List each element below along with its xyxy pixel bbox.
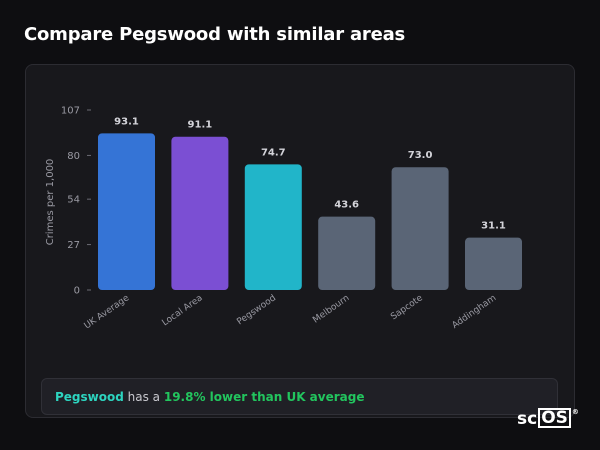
- registered-mark: ®: [571, 408, 579, 416]
- summary-connector: has a: [123, 390, 164, 404]
- page-title: Compare Pegswood with similar areas: [24, 24, 406, 45]
- bar[interactable]: [465, 237, 522, 290]
- value-label: 93.1: [114, 116, 139, 127]
- value-label: 31.1: [481, 221, 506, 232]
- y-tick-label: 80: [67, 151, 80, 162]
- logo-boxed-text: OS: [538, 408, 571, 428]
- bars: [98, 133, 522, 290]
- y-tick-label: 107: [61, 106, 80, 117]
- x-tick-label: UK Average: [83, 293, 132, 331]
- x-tick-label: Pegswood: [235, 293, 278, 327]
- x-tick-label: Sapcote: [389, 293, 425, 322]
- summary-comparison: 19.8% lower than UK average: [163, 390, 365, 404]
- x-tick-label: Local Area: [160, 293, 204, 328]
- x-tick-label: Melbourn: [311, 293, 351, 325]
- y-axis-label: Crimes per 1,000: [45, 159, 56, 246]
- logo-prefix: sc: [517, 409, 538, 429]
- summary-area-name: Pegswood: [55, 390, 124, 404]
- bar[interactable]: [171, 136, 229, 290]
- bar[interactable]: [318, 216, 376, 290]
- value-label: 74.7: [261, 147, 286, 158]
- brand-logo: sc OS ®: [517, 408, 579, 430]
- value-label: 91.1: [188, 120, 213, 131]
- y-tick-label: 54: [67, 195, 80, 206]
- x-tick-label: Addingham: [450, 293, 498, 331]
- comparison-summary: Pegswood has a 19.8% lower than UK avera…: [41, 378, 558, 415]
- bar[interactable]: [391, 167, 449, 290]
- y-tick-label: 0: [74, 286, 80, 297]
- bar[interactable]: [244, 164, 302, 290]
- value-label: 73.0: [408, 150, 433, 161]
- value-labels: 93.1 91.1 74.7 43.6 73.0 31.1: [114, 116, 506, 231]
- y-tick-label: 27: [67, 240, 80, 251]
- y-axis: 0 27 54 80 107: [61, 106, 91, 297]
- value-label: 43.6: [334, 200, 359, 211]
- bar[interactable]: [98, 133, 155, 290]
- x-axis-labels: UK Average Local Area Pegswood Melbourn Sapc…: [83, 293, 499, 331]
